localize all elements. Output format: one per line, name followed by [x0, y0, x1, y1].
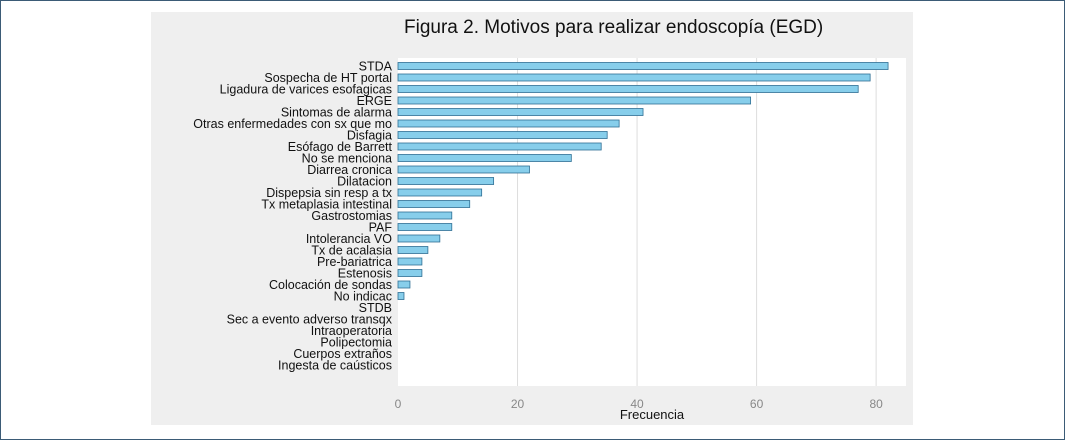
category-label: PAF [369, 221, 393, 235]
bar [397, 257, 423, 266]
bar [397, 188, 483, 197]
category-label: Tx de acalasia [311, 244, 392, 258]
bar [397, 108, 644, 116]
x-tick-label: 40 [630, 397, 644, 411]
category-label: Sospecha de HT portal [264, 71, 392, 85]
category-label: Otras enfermedades con sx que mo [193, 117, 392, 131]
x-tick-label: 60 [750, 397, 764, 411]
category-label: STDB [359, 301, 392, 315]
plot-area [398, 58, 906, 386]
category-label: Ligadura de varices esofagicas [220, 83, 392, 97]
category-label: Ingesta de caústicos [278, 359, 392, 373]
bar [397, 177, 495, 185]
category-label: Dispepsia sin resp a tx [266, 186, 393, 200]
category-label: Sintomas de alarma [281, 106, 392, 120]
bar [397, 96, 752, 105]
bar [397, 142, 602, 151]
bar [397, 234, 441, 243]
category-label: Intraoperatoria [311, 324, 392, 338]
category-label: Pre-bariatrica [317, 255, 392, 269]
category-label: Cuerpos extraños [293, 347, 392, 361]
x-axis-title: Frecuencia [620, 407, 685, 422]
category-label: ERGE [357, 94, 392, 108]
category-label: Polipectomia [320, 336, 392, 350]
category-label: Intolerancia VO [306, 232, 392, 246]
x-tick-labels: 0 20 40 60 80 [395, 397, 883, 411]
category-label: Esófago de Barrett [288, 140, 393, 154]
bar [397, 85, 859, 93]
bar [397, 223, 453, 231]
bar [397, 73, 871, 82]
category-label: Tx metaplasia intestinal [261, 198, 392, 212]
bar [397, 154, 572, 162]
category-label: Sec a evento adverso transqx [227, 313, 393, 327]
category-label: Gastrostomias [311, 209, 392, 223]
category-label: Disfagia [347, 129, 392, 143]
category-label: Colocación de sondas [269, 278, 392, 292]
bar [397, 200, 471, 208]
category-label: Estenosis [338, 267, 392, 281]
bar [397, 292, 405, 300]
category-label: STDA [359, 60, 393, 74]
chart-title: Figura 2. Motivos para realizar endoscop… [404, 17, 824, 38]
category-label: Dilatacion [337, 175, 392, 189]
bar [397, 131, 608, 139]
category-label: No se menciona [302, 152, 392, 166]
x-tick-label: 20 [511, 397, 525, 411]
bar [397, 211, 453, 220]
category-label: No indicac [334, 290, 392, 304]
bar [397, 280, 411, 289]
bar [397, 119, 620, 128]
bar [397, 269, 423, 277]
category-label: Diarrea cronica [307, 163, 392, 177]
x-tick-label: 80 [869, 397, 883, 411]
bar [397, 165, 530, 174]
bars [397, 62, 889, 300]
x-tick-label: 0 [395, 397, 402, 411]
bar [397, 246, 429, 254]
bar [397, 62, 889, 70]
